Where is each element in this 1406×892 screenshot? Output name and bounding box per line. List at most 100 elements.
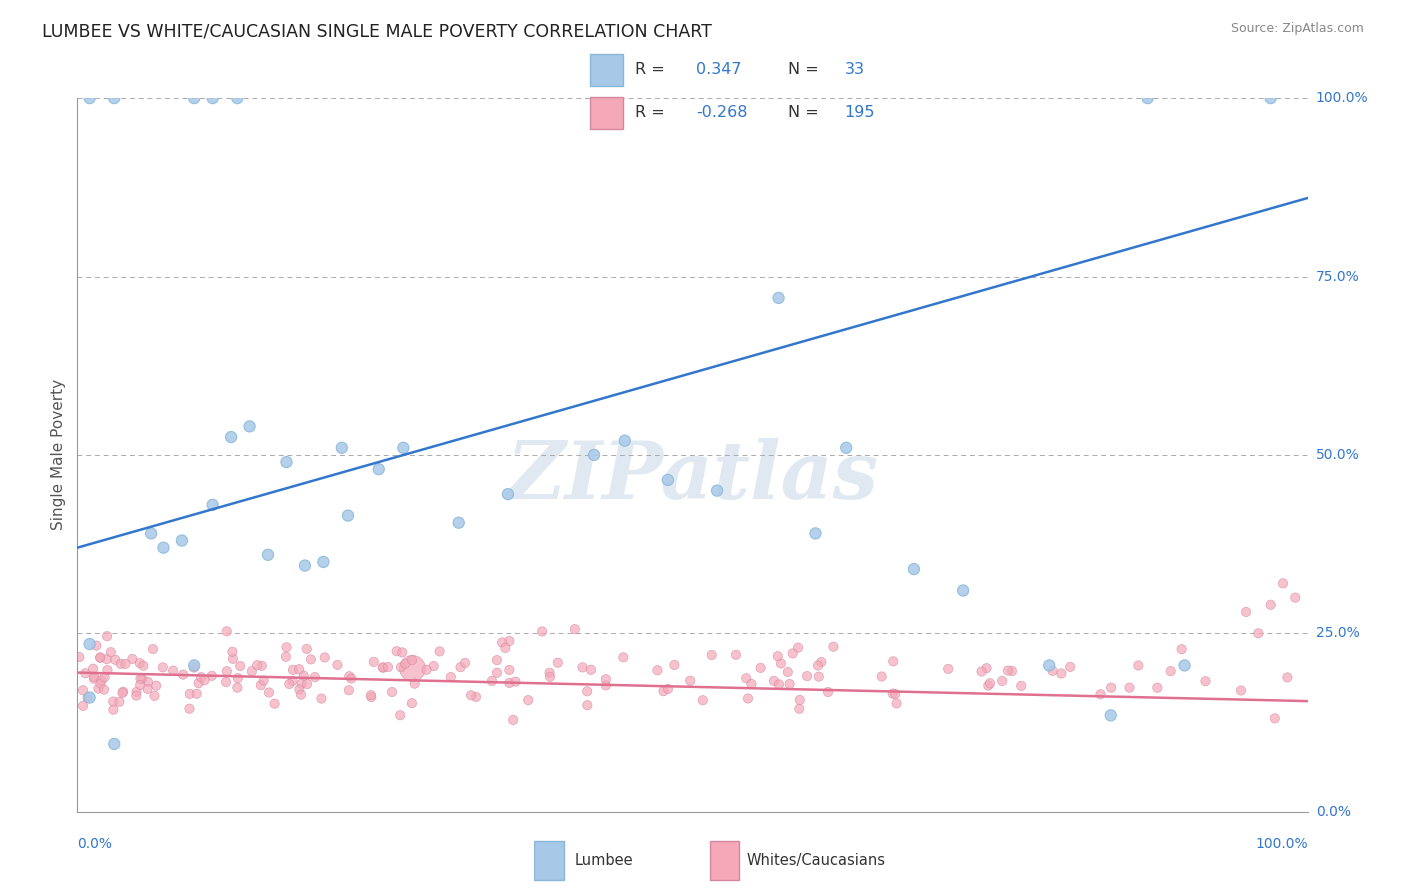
Point — [547, 656, 569, 670]
Text: -0.268: -0.268 — [696, 105, 748, 120]
Point — [579, 663, 602, 677]
Point — [576, 684, 599, 698]
Point — [505, 674, 527, 689]
Point — [367, 462, 389, 476]
Point — [295, 677, 318, 691]
Point — [595, 678, 617, 692]
Point — [796, 669, 818, 683]
Text: Whites/Caucasians: Whites/Caucasians — [747, 853, 886, 868]
Point — [454, 656, 477, 670]
Point — [67, 650, 90, 665]
Point — [692, 693, 714, 707]
Point — [564, 622, 586, 636]
Point — [768, 677, 790, 691]
Text: N =: N = — [789, 105, 820, 120]
Text: 195: 195 — [845, 105, 875, 120]
Point — [595, 672, 617, 686]
Point — [162, 664, 184, 678]
Point — [360, 688, 382, 702]
Point — [647, 663, 669, 677]
Point — [371, 660, 394, 674]
Point — [87, 681, 110, 696]
Point — [294, 558, 316, 573]
Point — [1160, 664, 1182, 678]
Point — [295, 641, 318, 656]
Point — [136, 675, 159, 690]
Point — [360, 690, 382, 704]
Point — [870, 669, 893, 683]
Point — [103, 703, 125, 717]
Point — [304, 670, 326, 684]
Point — [312, 555, 335, 569]
Point — [903, 562, 925, 576]
Point — [494, 640, 516, 655]
Text: R =: R = — [634, 62, 665, 78]
FancyBboxPatch shape — [591, 54, 623, 86]
Point — [110, 657, 132, 671]
Point — [450, 660, 472, 674]
Point — [1264, 711, 1286, 725]
Point — [613, 434, 636, 448]
Point — [125, 685, 148, 699]
Point — [415, 663, 437, 677]
Point — [72, 683, 94, 698]
Point — [215, 675, 238, 690]
Text: 0.0%: 0.0% — [77, 837, 112, 851]
Point — [882, 654, 904, 668]
Point — [706, 483, 728, 498]
Point — [886, 697, 908, 711]
Point — [485, 653, 508, 667]
Point — [1136, 91, 1159, 105]
Point — [740, 677, 762, 691]
Point — [103, 737, 125, 751]
Point — [652, 684, 675, 698]
Point — [884, 687, 907, 701]
Point — [1042, 664, 1064, 678]
Point — [257, 685, 280, 699]
Point — [517, 693, 540, 707]
Point — [991, 673, 1014, 688]
Point — [219, 430, 242, 444]
Point — [281, 663, 304, 677]
Text: Lumbee: Lumbee — [575, 853, 633, 868]
Point — [498, 676, 520, 690]
Point — [89, 676, 111, 690]
Point — [226, 681, 249, 695]
Point — [498, 634, 520, 648]
Point — [571, 660, 593, 674]
Text: R =: R = — [634, 105, 665, 120]
Point — [96, 663, 118, 677]
Point — [83, 670, 105, 684]
Point — [823, 640, 845, 654]
Point — [1050, 666, 1073, 681]
Point — [79, 637, 101, 651]
Point — [657, 681, 679, 696]
Point — [531, 624, 554, 639]
Point — [1128, 658, 1150, 673]
Point — [401, 696, 423, 710]
Point — [787, 702, 810, 716]
Point — [194, 673, 217, 688]
Point — [179, 702, 201, 716]
Point — [221, 645, 243, 659]
Point — [152, 660, 174, 674]
Point — [460, 688, 482, 702]
Point — [401, 653, 423, 667]
Point — [226, 91, 249, 105]
Point — [330, 441, 353, 455]
Point — [1010, 679, 1032, 693]
Y-axis label: Single Male Poverty: Single Male Poverty — [51, 379, 66, 531]
Point — [311, 691, 333, 706]
Point — [970, 665, 993, 679]
Text: Source: ZipAtlas.com: Source: ZipAtlas.com — [1230, 22, 1364, 36]
Point — [679, 673, 702, 688]
Point — [429, 644, 451, 658]
Point — [253, 673, 276, 688]
Point — [215, 624, 238, 639]
Point — [183, 660, 205, 674]
Point — [749, 661, 772, 675]
Point — [447, 516, 470, 530]
Point — [190, 670, 212, 684]
Point — [882, 687, 904, 701]
Point — [326, 657, 349, 672]
